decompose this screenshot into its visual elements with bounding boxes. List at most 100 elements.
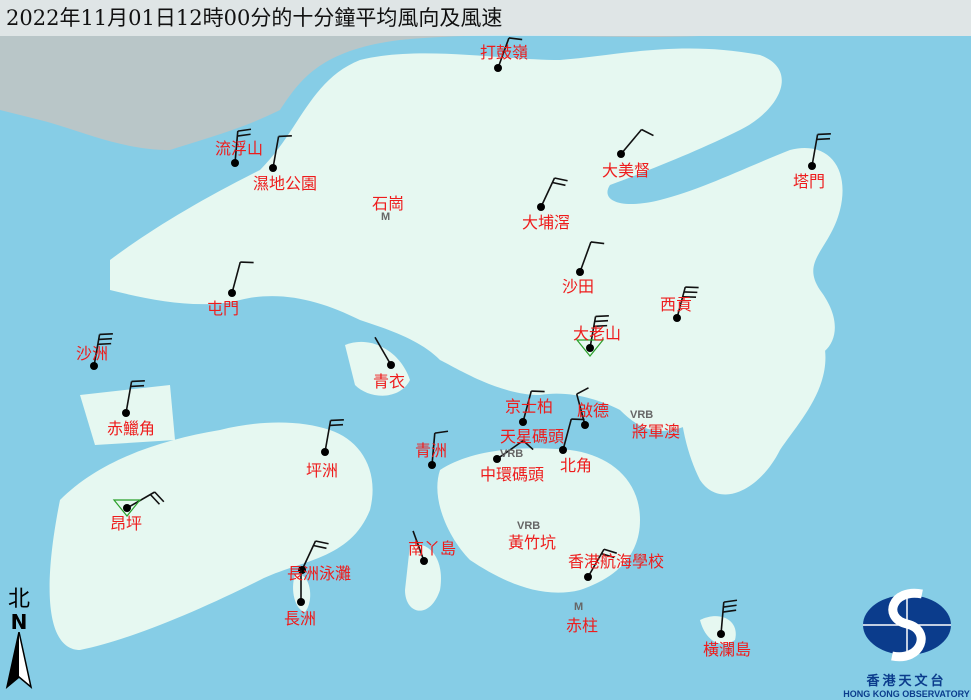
wind-barb xyxy=(298,540,329,574)
station-label: 赤柱 xyxy=(566,616,599,635)
station-dot[interactable] xyxy=(581,421,589,429)
barb-staff xyxy=(324,420,332,453)
wind-barb xyxy=(112,491,165,517)
station-label: 打鼓嶺 xyxy=(480,43,529,62)
waglan-island xyxy=(700,616,736,644)
map-title: 2022年11月01日12時00分的十分鐘平均風向及風速 xyxy=(0,0,971,36)
station-dot[interactable] xyxy=(231,159,239,167)
station-dot[interactable] xyxy=(387,361,395,369)
barb-tick xyxy=(329,423,344,427)
station-label: 天星碼頭 xyxy=(500,427,565,446)
barb-tick xyxy=(154,491,165,503)
barb-tick xyxy=(601,552,615,559)
barb-tick xyxy=(97,342,112,346)
barb-tick xyxy=(594,319,609,323)
station-label: 塔門 xyxy=(793,172,826,191)
station-dot[interactable] xyxy=(494,64,502,72)
station-label: 長洲 xyxy=(284,609,317,628)
station-label: 青衣 xyxy=(373,372,406,391)
station-label: 中環碼頭 xyxy=(480,465,545,484)
barb-tick xyxy=(723,604,737,608)
wind-barb xyxy=(519,390,545,426)
barb-tick xyxy=(315,540,329,545)
station-label: 坪洲 xyxy=(306,461,339,480)
barb-tick xyxy=(522,440,534,451)
wind-barb xyxy=(717,599,738,638)
logo-text-zh: 香港天文台 xyxy=(866,674,947,689)
triangle-marker xyxy=(575,339,605,357)
barb-tick xyxy=(330,418,344,422)
barb-tick xyxy=(434,430,449,434)
barb-tick xyxy=(131,379,145,383)
station-dot[interactable] xyxy=(584,573,592,581)
tsing-yi xyxy=(345,341,410,396)
lamma-island xyxy=(405,544,441,611)
hko-logo-icon xyxy=(862,588,951,662)
barb-tick xyxy=(237,133,251,137)
barb-staff xyxy=(497,37,510,69)
barb-staff xyxy=(579,241,592,273)
stations-layer xyxy=(90,37,831,638)
station-dot[interactable] xyxy=(493,455,501,463)
wind-barb xyxy=(412,530,428,565)
barb-staff xyxy=(272,136,280,169)
station-dot[interactable] xyxy=(228,289,236,297)
station-dot[interactable] xyxy=(321,448,329,456)
variable-wind-marker: VRB xyxy=(500,448,524,460)
new-territories-kowloon xyxy=(110,48,843,431)
barb-staff xyxy=(126,491,156,509)
station-dot[interactable] xyxy=(559,446,567,454)
station-dot[interactable] xyxy=(576,268,584,276)
north-arrow-icon xyxy=(5,631,33,689)
station-label: 南丫島 xyxy=(408,539,457,558)
station-label: 大美督 xyxy=(602,161,651,180)
wind-barb xyxy=(576,241,605,276)
wind-barb xyxy=(374,336,395,369)
wind-barb xyxy=(297,570,305,606)
station-dot[interactable] xyxy=(537,203,545,211)
barb-tick xyxy=(313,544,327,550)
barb-tick xyxy=(237,128,252,132)
station-label: 赤鱲角 xyxy=(107,419,156,438)
triangle-marker xyxy=(112,499,142,517)
station-dot[interactable] xyxy=(122,409,130,417)
station-label: 黃竹坑 xyxy=(508,533,557,552)
station-dot[interactable] xyxy=(617,150,625,158)
wind-barb xyxy=(559,418,585,454)
station-label: 京士柏 xyxy=(505,397,554,416)
station-label: 西貢 xyxy=(660,295,693,314)
wind-barb xyxy=(584,548,617,581)
logo-text-en: HONG KONG OBSERVATORY xyxy=(843,689,970,699)
station-dot[interactable] xyxy=(717,630,725,638)
station-dot[interactable] xyxy=(428,461,436,469)
wind-barb xyxy=(228,261,254,297)
station-label: 沙田 xyxy=(562,277,595,296)
wind-barb xyxy=(575,314,609,357)
station-dot[interactable] xyxy=(298,566,306,574)
station-label: 流浮山 xyxy=(215,139,264,158)
station-label: 昂坪 xyxy=(110,514,143,533)
station-dot[interactable] xyxy=(269,164,277,172)
sai-kung-peninsula xyxy=(679,296,826,495)
station-dot[interactable] xyxy=(297,598,305,606)
station-dot[interactable] xyxy=(673,314,681,322)
station-label: 青洲 xyxy=(415,441,448,460)
station-label: 濕地公園 xyxy=(253,174,318,193)
station-dot[interactable] xyxy=(808,162,816,170)
barb-staff xyxy=(431,433,436,466)
station-dot[interactable] xyxy=(519,418,527,426)
barb-tick xyxy=(722,609,737,613)
barb-staff xyxy=(620,128,643,155)
station-label: 將軍澳 xyxy=(632,422,681,441)
barb-tick xyxy=(816,137,831,141)
station-dot[interactable] xyxy=(586,344,594,352)
barb-tick xyxy=(552,181,566,187)
barb-staff xyxy=(811,134,819,167)
station-m-marker: M xyxy=(574,601,584,613)
station-dot[interactable] xyxy=(90,362,98,370)
barb-staff xyxy=(676,286,687,319)
station-label: 沙洲 xyxy=(76,344,109,363)
station-dot[interactable] xyxy=(420,557,428,565)
station-label: 啟德 xyxy=(577,401,610,420)
station-dot[interactable] xyxy=(123,504,131,512)
